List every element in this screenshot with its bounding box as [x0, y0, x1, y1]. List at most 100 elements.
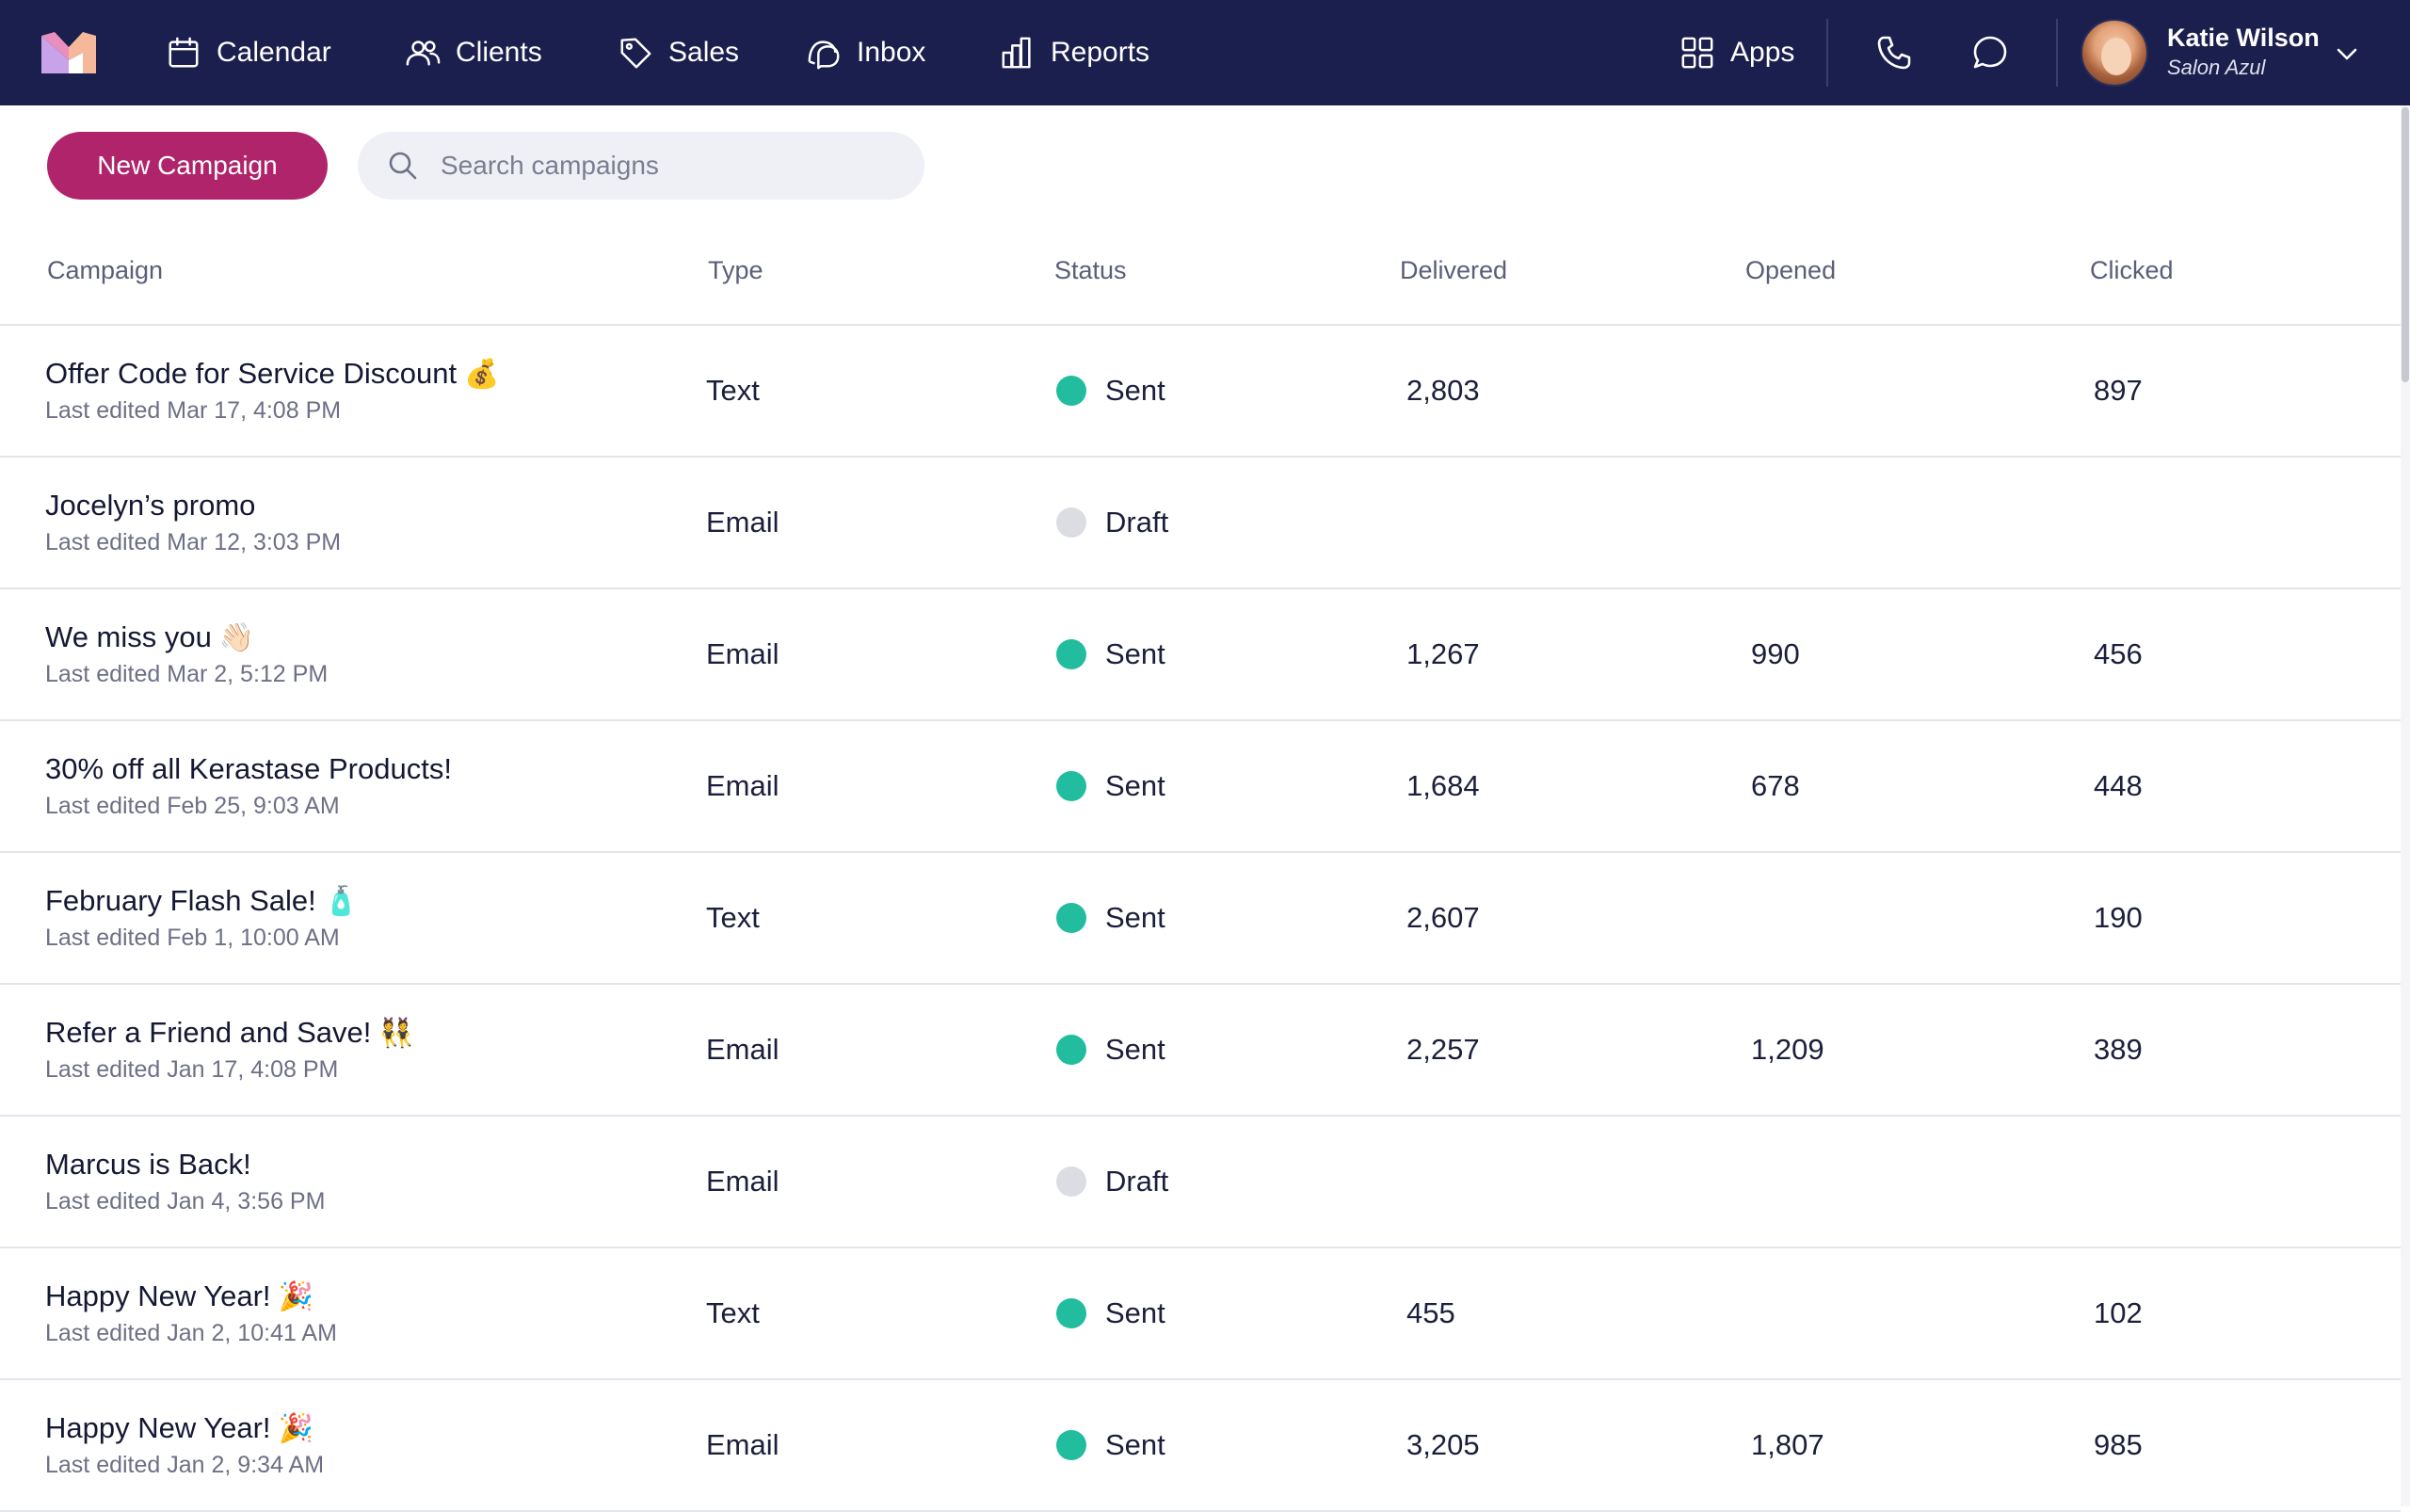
calendar-icon	[169, 37, 199, 68]
table-row[interactable]: Offer Code for Service Discount 💰 Last edi…	[0, 326, 2401, 458]
campaign-name-cell[interactable]: We miss you 👋🏻 Last edited Mar 2, 5:12 PM	[45, 618, 328, 690]
delivered-count: 2,257	[1406, 1033, 1480, 1066]
search-box[interactable]	[358, 132, 924, 200]
delivered-count: 1,684	[1406, 769, 1480, 802]
nav-apps[interactable]: Apps	[1679, 0, 1794, 105]
status-badge: Sent	[1056, 898, 1165, 938]
column-header-opened[interactable]: Opened	[1745, 256, 1837, 284]
campaign-table-body: Offer Code for Service Discount 💰 Last edi…	[0, 326, 2401, 1512]
avatar[interactable]	[2081, 19, 2148, 87]
table-row[interactable]: Marcus is Back! Last edited Jan 4, 3:56 P…	[0, 1117, 2401, 1248]
clicked-count: 456	[2094, 637, 2143, 670]
user-name: Katie Wilson	[2167, 24, 2320, 52]
nav-inbox[interactable]: Inbox	[806, 0, 925, 105]
nav-apps-label: Apps	[1730, 37, 1795, 68]
campaign-name-cell[interactable]: February Flash Sale! 🧴 Last edited Feb 1, …	[45, 881, 359, 954]
last-edited: Last edited Feb 25, 9:03 AM	[45, 793, 340, 819]
last-edited: Last edited Mar 17, 4:08 PM	[45, 397, 342, 424]
campaign-title-line: Happy New Year! 🎉	[45, 1277, 337, 1317]
campaign-emoji: 🎉	[278, 1281, 313, 1312]
status-label: Sent	[1105, 901, 1165, 934]
status-badge: Sent	[1056, 1030, 1165, 1070]
status-badge: Sent	[1056, 635, 1165, 674]
column-header-clicked[interactable]: Clicked	[2090, 256, 2174, 284]
column-header-delivered[interactable]: Delivered	[1400, 256, 1508, 284]
table-row[interactable]: February Flash Sale! 🧴 Last edited Feb 1, …	[0, 853, 2401, 985]
status-label: Sent	[1105, 769, 1165, 802]
new-campaign-button[interactable]: New Campaign	[47, 132, 328, 200]
column-header-type[interactable]: Type	[708, 256, 763, 284]
status-badge: Sent	[1056, 1294, 1165, 1333]
scrollbar-track[interactable]	[2401, 105, 2410, 1506]
delivered-count: 2,607	[1406, 901, 1480, 934]
delivered-count: 1,267	[1406, 637, 1480, 670]
table-row[interactable]: Happy New Year! 🎉 Last edited Jan 2, 9:34 …	[0, 1380, 2401, 1512]
table-row[interactable]: Happy New Year! 🎉 Last edited Jan 2, 10:41…	[0, 1248, 2401, 1380]
status-label: Sent	[1105, 637, 1165, 670]
status-badge: Draft	[1056, 1162, 1168, 1201]
last-edited: Last edited Mar 12, 3:03 PM	[45, 529, 342, 555]
column-header-campaign[interactable]: Campaign	[47, 256, 164, 284]
table-row[interactable]: 30% off all Kerastase Products! Last edit…	[0, 721, 2401, 853]
campaign-emoji: 🧴	[323, 886, 360, 917]
campaign-type: Email	[706, 1165, 779, 1198]
chat-bubbles-icon	[808, 40, 840, 70]
campaign-emoji: 💰	[464, 359, 500, 390]
campaign-name-cell[interactable]: Refer a Friend and Save! 👯 Last edited Jan…	[45, 1013, 414, 1086]
brand-logo-icon[interactable]	[41, 32, 96, 73]
campaign-title: Marcus is Back!	[45, 1148, 251, 1181]
campaign-name-cell[interactable]: Offer Code for Service Discount 💰 Last edi…	[45, 354, 499, 426]
status-dot-icon	[1056, 903, 1086, 933]
clicked-count: 102	[2094, 1296, 2143, 1329]
campaign-name-cell[interactable]: Happy New Year! 🎉 Last edited Jan 2, 10:41…	[45, 1277, 337, 1349]
tag-icon	[620, 38, 651, 69]
campaign-name-cell[interactable]: Marcus is Back! Last edited Jan 4, 3:56 P…	[45, 1145, 325, 1217]
business-name: Salon Azul	[2167, 56, 2266, 79]
nav-clients[interactable]: Clients	[405, 0, 542, 105]
status-dot-icon	[1056, 1035, 1086, 1065]
nav-calendar[interactable]: Calendar	[166, 0, 331, 105]
campaign-emoji: 👯	[378, 1018, 414, 1049]
campaign-title: Happy New Year!	[45, 1411, 271, 1444]
status-dot-icon	[1056, 376, 1086, 406]
chevron-down-icon[interactable]	[2333, 40, 2361, 68]
status-badge: Sent	[1056, 371, 1165, 410]
last-edited: Last edited Feb 1, 10:00 AM	[45, 925, 340, 951]
status-dot-icon	[1056, 1430, 1086, 1460]
scrollbar-thumb[interactable]	[2402, 107, 2409, 382]
status-dot-icon	[1056, 1298, 1086, 1328]
campaign-name-cell[interactable]: Happy New Year! 🎉 Last edited Jan 2, 9:34 …	[45, 1408, 324, 1481]
table-row[interactable]: We miss you 👋🏻 Last edited Mar 2, 5:12 PM E…	[0, 589, 2401, 721]
column-header-status[interactable]: Status	[1054, 256, 1127, 284]
nav-calendar-label: Calendar	[217, 37, 331, 68]
avatar-face	[2101, 38, 2131, 75]
table-row[interactable]: Jocelyn’s promo Last edited Mar 12, 3:03 …	[0, 458, 2401, 589]
clicked-count: 190	[2094, 901, 2143, 934]
user-menu[interactable]: Katie Wilson Salon Azul	[2167, 21, 2320, 81]
search-input[interactable]	[439, 150, 909, 182]
campaign-title: We miss you	[45, 620, 212, 653]
opened-count: 678	[1751, 769, 1800, 802]
status-badge: Sent	[1056, 766, 1165, 806]
messages-button[interactable]	[1969, 32, 2011, 73]
status-badge: Sent	[1056, 1425, 1165, 1465]
nav-divider	[1826, 19, 1828, 87]
campaign-title-line: Refer a Friend and Save! 👯	[45, 1013, 414, 1054]
delivered-count: 3,205	[1406, 1428, 1480, 1461]
search-icon	[389, 152, 417, 180]
bar-chart-icon	[1002, 37, 1031, 69]
campaign-name-cell[interactable]: Jocelyn’s promo Last edited Mar 12, 3:03 …	[45, 486, 341, 558]
table-row[interactable]: Refer a Friend and Save! 👯 Last edited Jan…	[0, 985, 2401, 1117]
status-dot-icon	[1056, 507, 1086, 538]
table-header: Campaign Type Status Delivered Opened Cl…	[0, 237, 2401, 326]
status-label: Sent	[1105, 374, 1165, 407]
campaign-name-cell[interactable]: 30% off all Kerastase Products! Last edit…	[45, 749, 459, 822]
nav-reports[interactable]: Reports	[1000, 0, 1149, 105]
phone-button[interactable]	[1873, 32, 1915, 73]
campaign-type: Email	[706, 1428, 779, 1461]
campaign-type: Text	[706, 374, 760, 407]
nav-sales[interactable]: Sales	[618, 0, 739, 105]
nav-reports-label: Reports	[1051, 37, 1150, 68]
last-edited: Last edited Jan 2, 9:34 AM	[45, 1452, 325, 1478]
campaign-title: Happy New Year!	[45, 1279, 271, 1312]
